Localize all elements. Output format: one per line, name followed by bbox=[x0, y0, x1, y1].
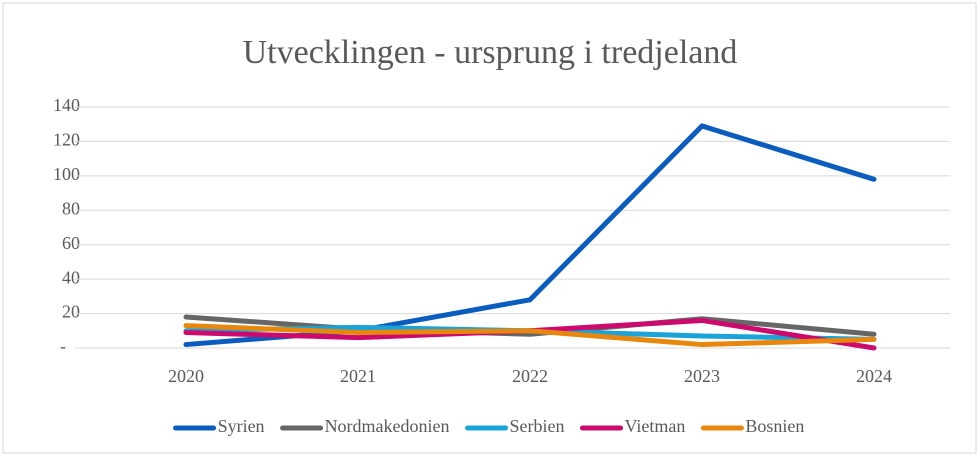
x-tick-label: 2023 bbox=[684, 366, 720, 386]
legend-label: Serbien bbox=[510, 416, 565, 436]
x-tick-label: 2024 bbox=[856, 366, 892, 386]
y-tick-label: 20 bbox=[62, 302, 80, 322]
legend-label: Nordmakedonien bbox=[325, 416, 450, 436]
x-tick-label: 2020 bbox=[168, 366, 204, 386]
y-tick-label: 120 bbox=[53, 130, 80, 150]
x-tick-label: 2022 bbox=[512, 366, 548, 386]
x-tick-label: 2021 bbox=[340, 366, 376, 386]
legend: Syrien Nordmakedonien Serbien Vietman Bosnie… bbox=[173, 416, 804, 436]
chart-title: Utvecklingen - ursprung i tredjeland bbox=[243, 34, 738, 71]
legend-label: Vietman bbox=[625, 416, 686, 436]
y-tick-label: 80 bbox=[62, 198, 80, 218]
legend-label: Syrien bbox=[218, 416, 265, 436]
series-line bbox=[183, 314, 877, 337]
y-tick-label: 40 bbox=[62, 267, 80, 287]
legend-label: Bosnien bbox=[745, 416, 804, 436]
y-tick-label: 140 bbox=[53, 95, 80, 115]
y-tick-label: 60 bbox=[62, 233, 80, 253]
y-tick-label: - bbox=[60, 336, 66, 356]
y-tick-label: 100 bbox=[53, 164, 80, 184]
series-line bbox=[183, 323, 877, 348]
